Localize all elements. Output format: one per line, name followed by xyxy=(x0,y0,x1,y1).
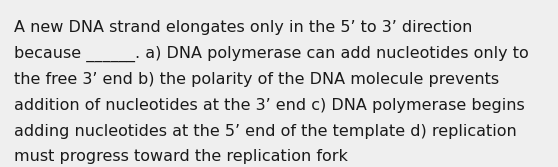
Text: the free 3’ end b) the polarity of the DNA molecule prevents: the free 3’ end b) the polarity of the D… xyxy=(14,72,499,87)
Text: because ______. a) DNA polymerase can add nucleotides only to: because ______. a) DNA polymerase can ad… xyxy=(14,46,528,62)
Text: adding nucleotides at the 5’ end of the template d) replication: adding nucleotides at the 5’ end of the … xyxy=(14,124,517,139)
Text: A new DNA strand elongates only in the 5’ to 3’ direction: A new DNA strand elongates only in the 5… xyxy=(14,20,472,35)
Text: addition of nucleotides at the 3’ end c) DNA polymerase begins: addition of nucleotides at the 3’ end c)… xyxy=(14,98,525,113)
Text: must progress toward the replication fork: must progress toward the replication for… xyxy=(14,149,348,164)
